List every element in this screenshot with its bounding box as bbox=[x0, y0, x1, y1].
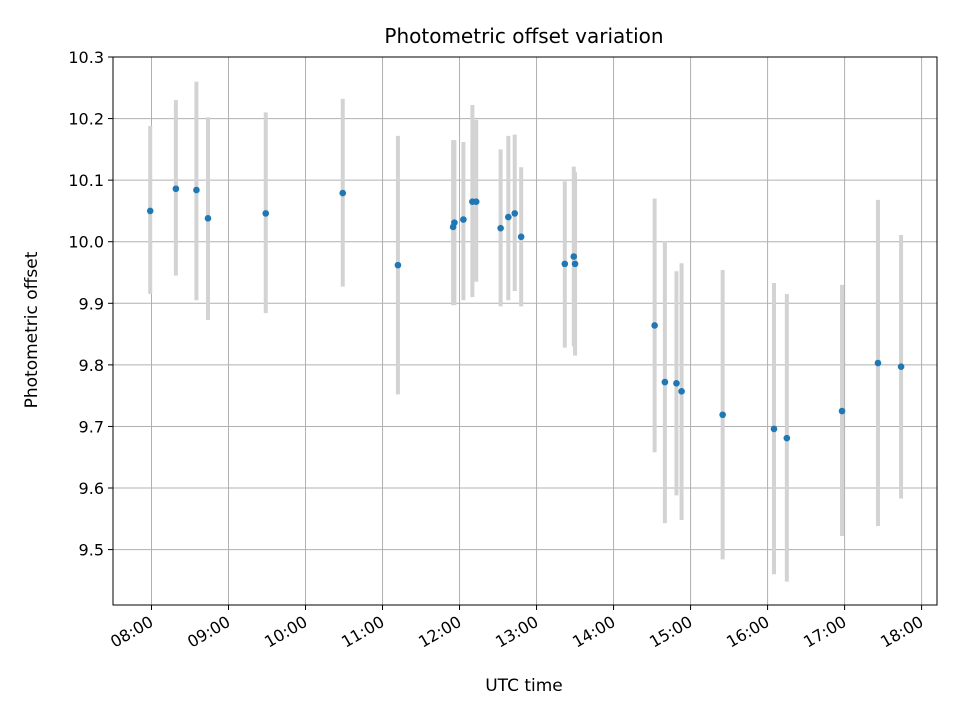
data-point bbox=[571, 260, 579, 268]
data-point bbox=[460, 216, 467, 223]
data-point bbox=[472, 198, 480, 205]
y-axis-ticks: 9.5 9.6 9.7 9.8 9.9 10.0 10.1 10.2 10.3 bbox=[68, 48, 113, 560]
data-point bbox=[497, 224, 504, 232]
data-point bbox=[204, 215, 212, 222]
data-point bbox=[678, 388, 685, 395]
y-tick-label: 9.8 bbox=[79, 356, 104, 375]
data-point bbox=[505, 213, 512, 221]
data-point bbox=[570, 253, 578, 260]
data-point bbox=[897, 363, 905, 371]
grid-layer bbox=[113, 56, 937, 605]
y-tick-label: 10.0 bbox=[68, 233, 104, 252]
data-point bbox=[172, 185, 180, 193]
x-axis-label: UTC time bbox=[485, 676, 563, 696]
data-point bbox=[673, 380, 680, 387]
data-point bbox=[561, 260, 569, 268]
data-point bbox=[838, 407, 846, 415]
data-point bbox=[770, 425, 778, 433]
y-tick-label: 9.7 bbox=[79, 417, 104, 436]
data-point bbox=[517, 233, 525, 241]
data-point bbox=[339, 189, 347, 197]
data-point bbox=[719, 411, 726, 419]
data-point bbox=[451, 219, 458, 226]
data-point bbox=[146, 207, 154, 215]
y-tick-label: 10.3 bbox=[68, 48, 104, 67]
data-point-layer bbox=[146, 185, 905, 442]
data-point bbox=[262, 210, 270, 217]
y-tick-label: 9.6 bbox=[79, 479, 104, 498]
y-tick-label: 9.5 bbox=[79, 541, 104, 560]
data-point bbox=[394, 261, 402, 269]
y-tick-label: 10.2 bbox=[68, 110, 104, 129]
y-axis-label: Photometric offset bbox=[22, 251, 42, 408]
data-point bbox=[511, 210, 519, 217]
data-point bbox=[783, 434, 791, 442]
data-point bbox=[193, 186, 200, 194]
data-point bbox=[651, 322, 658, 329]
data-point bbox=[661, 378, 669, 386]
chart-title: Photometric offset variation bbox=[384, 24, 663, 48]
y-tick-label: 9.9 bbox=[79, 294, 104, 313]
plot-area-frame bbox=[112, 56, 938, 606]
y-tick-label: 10.1 bbox=[68, 171, 104, 190]
data-point bbox=[874, 359, 882, 367]
